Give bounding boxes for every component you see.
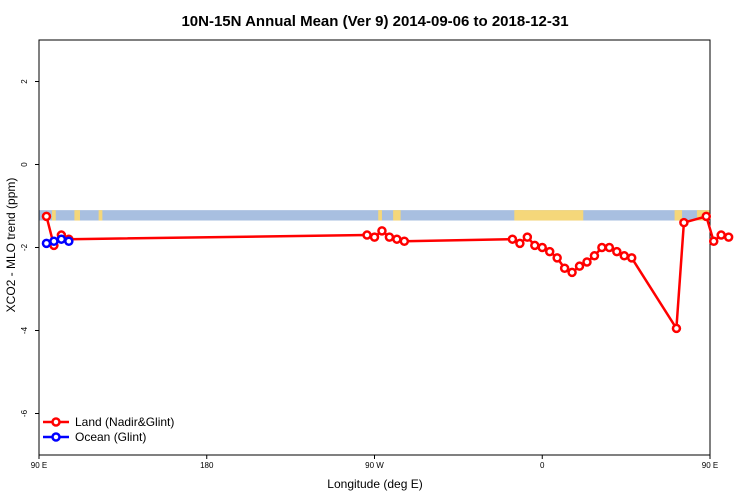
data-point	[530, 240, 540, 251]
data-point	[377, 226, 387, 236]
data-point	[582, 257, 592, 267]
data-point	[507, 234, 518, 244]
data-point	[567, 267, 577, 278]
x-tick-label: 90 E	[702, 461, 718, 470]
data-point	[392, 234, 402, 244]
data-point	[723, 232, 734, 242]
data-point	[41, 238, 52, 249]
legend: Land (Nadir&Glint)Ocean (Glint)	[43, 415, 174, 444]
data-point	[679, 217, 689, 228]
y-tick-label: 2	[20, 79, 29, 84]
data-point	[56, 234, 67, 244]
data-point	[544, 246, 555, 257]
y-tick-label: -2	[20, 243, 29, 251]
data-point	[559, 263, 570, 273]
data-point	[537, 242, 547, 253]
data-point	[612, 246, 622, 257]
data-point	[626, 253, 637, 263]
data-point	[522, 232, 533, 242]
y-tick-label: -6	[20, 409, 29, 417]
y-tick-label: 0	[20, 162, 29, 167]
data-point	[574, 261, 585, 271]
data-point	[41, 211, 52, 222]
legend-label: Land (Nadir&Glint)	[75, 415, 174, 429]
data-point	[708, 236, 719, 247]
land-band-segment	[378, 210, 382, 221]
x-tick-label: 90 E	[31, 461, 47, 470]
series-group	[41, 211, 734, 334]
data-point	[49, 236, 59, 247]
data-point	[619, 251, 630, 261]
series-land	[41, 211, 734, 334]
y-tick-label: -4	[20, 326, 29, 334]
data-point	[597, 242, 607, 253]
y-axis-label: XCO2 - MLO trend (ppm)	[4, 178, 18, 313]
data-point	[552, 253, 562, 263]
legend-marker	[51, 432, 61, 442]
data-point	[604, 242, 615, 253]
series-ocean	[41, 234, 74, 249]
data-point	[384, 232, 395, 242]
legend-label: Ocean (Glint)	[75, 430, 146, 444]
land-band-segment	[74, 210, 81, 221]
land-band-segment	[98, 210, 103, 221]
chart-title: 10N-15N Annual Mean (Ver 9) 2014-09-06 t…	[181, 13, 568, 30]
land-band-segment	[52, 210, 56, 221]
ocean-band	[39, 210, 710, 221]
x-axis-label: Longitude (deg E)	[327, 477, 422, 491]
data-point	[671, 323, 682, 334]
land-band-segment	[516, 210, 584, 221]
data-point	[701, 211, 712, 222]
land-sea-band	[39, 210, 710, 221]
data-point	[64, 236, 74, 247]
x-tick-label: 90 W	[365, 461, 384, 470]
land-band-segment	[393, 210, 401, 221]
data-point	[362, 230, 372, 240]
data-point	[515, 238, 525, 249]
data-point	[589, 251, 600, 261]
x-tick-label: 0	[540, 461, 545, 470]
data-point	[399, 236, 410, 247]
legend-marker	[51, 417, 61, 427]
data-point	[369, 232, 380, 242]
land-band-segment	[674, 210, 683, 221]
data-point	[716, 230, 726, 240]
x-tick-label: 180	[200, 461, 214, 470]
axes: 90 E 180 90 W 0 90 E -6 -4 -2 0 2	[20, 39, 718, 470]
